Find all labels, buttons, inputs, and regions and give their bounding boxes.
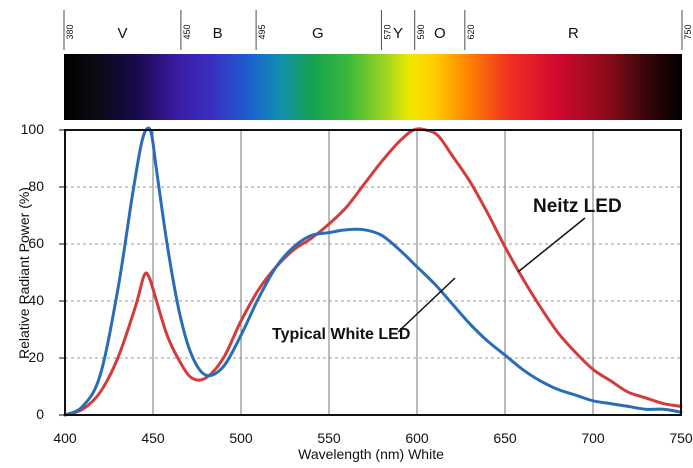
x-tick-label: 600	[405, 430, 429, 446]
series-line-neitz-led	[63, 127, 683, 417]
typical-leader-line	[397, 277, 456, 333]
x-tick-label: 750	[669, 430, 693, 446]
spectrum-boundary-label: 590	[416, 24, 426, 39]
plot-area: 400 450 500 550 600 650 700 750 0 20 40 60 80 100	[21, 121, 693, 446]
spectrum-boundary-label: 570	[382, 24, 392, 39]
spectrum-boundary-label: 380	[65, 24, 75, 39]
plot-frame	[64, 129, 682, 416]
x-tick-label: 650	[493, 430, 517, 446]
x-tick-label: 550	[317, 430, 341, 446]
annotation-neitz: Neitz LED	[517, 196, 622, 273]
y-tick-label: 100	[21, 121, 45, 137]
visible-spectrum-bar: 380 450 495 570 590 620 750 V B G Y O R	[63, 10, 693, 120]
spectrum-band-g: G	[312, 25, 324, 42]
y-tick-label: 60	[28, 235, 44, 251]
typical-white-led-label: Typical White LED	[272, 326, 410, 343]
spectrum-band-labels: 380 450 495 570 590 620 750 V B G Y O R	[63, 10, 693, 50]
x-axis-ticks: 400 450 500 550 600 650 700 750	[53, 430, 693, 446]
x-tick-label: 450	[141, 430, 165, 446]
spectrum-band-r: R	[568, 25, 579, 42]
spectrum-boundary-label: 750	[683, 24, 693, 39]
spectrum-boundary-label: 450	[182, 24, 192, 39]
spectrum-boundary-label: 495	[257, 24, 267, 39]
spectrum-band-v: V	[117, 25, 127, 42]
x-tick-label: 500	[229, 430, 253, 446]
neitz-leader-line	[517, 217, 586, 273]
x-tick-label: 400	[53, 430, 77, 446]
neitz-led-label: Neitz LED	[533, 196, 622, 217]
y-tick-label: 40	[28, 292, 44, 308]
spectrum-band-b: B	[213, 25, 223, 42]
spectrum-band-o: O	[434, 25, 446, 42]
series-layer	[63, 126, 683, 417]
y-tick-label: 80	[28, 178, 44, 194]
x-axis-label: Wavelength (nm) White	[298, 446, 444, 462]
x-tick-label: 700	[581, 430, 605, 446]
spectrum-band-y: Y	[393, 25, 403, 42]
y-axis-label: Relative Radiant Power (%)	[16, 187, 32, 359]
y-tick-label: 0	[36, 406, 44, 422]
spectrum-gradient	[64, 54, 682, 120]
annotation-typical: Typical White LED	[272, 277, 456, 343]
y-tick-label: 20	[28, 349, 44, 365]
spectrum-boundary-label: 620	[466, 24, 476, 39]
y-axis-ticks: 0 20 40 60 80 100	[21, 121, 65, 422]
